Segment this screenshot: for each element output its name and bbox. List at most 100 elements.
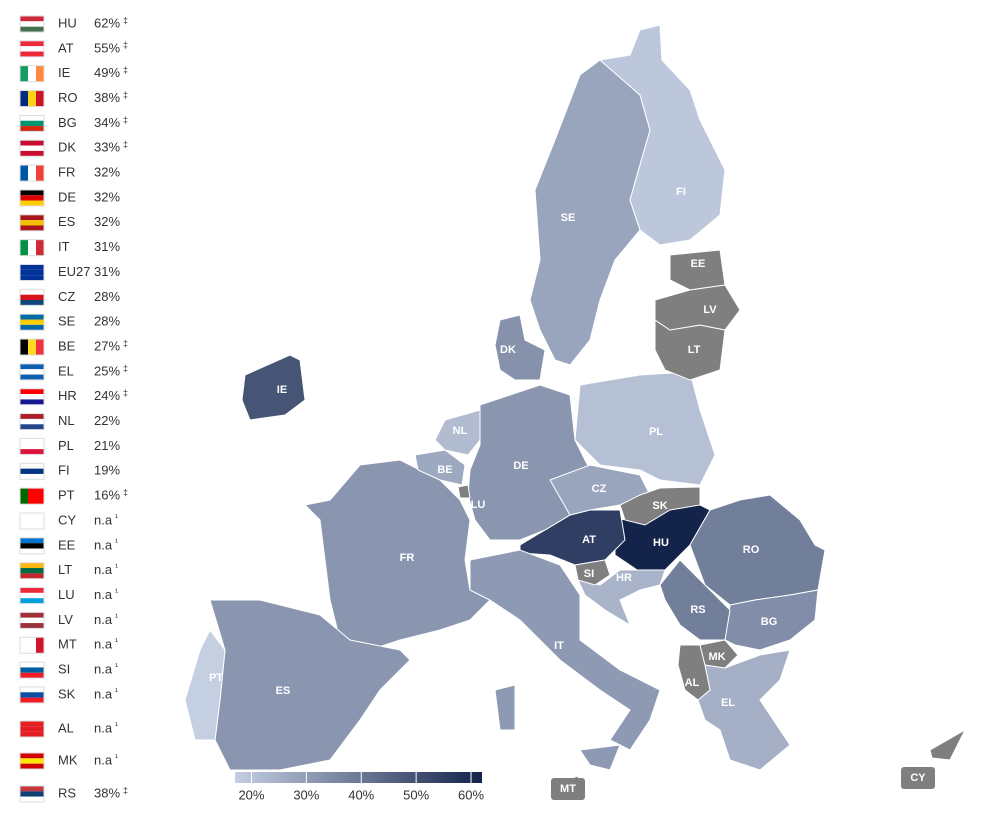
flag-stripe [20,562,44,569]
value-label: 31% [94,239,120,254]
flag-border [19,239,45,257]
country-code: SE [58,314,76,329]
footnote-mark: ‡ [123,90,128,100]
flag-stripe [20,548,44,554]
footnote-mark: ‡ [123,140,128,150]
flag-stripe [20,662,44,668]
flag-stripe [20,264,44,270]
country-region [494,684,516,731]
value-label: n.a [94,562,113,577]
country-code: SK [58,686,76,701]
flag-stripe [20,592,44,599]
map-label: PL [649,426,663,438]
flag-stripe [20,473,44,480]
map-labels: HU AT IE RO BG DK FR DE ES IT CZ SE BE EL HR NL PL FI PT CY… [209,186,935,800]
footnote-mark: ‡ [123,338,128,348]
country-code: HR [58,388,77,403]
country-code: MK [58,752,78,767]
flag-stripe [20,150,44,157]
flag-stripe [20,623,44,629]
value-label: 49% [94,65,120,80]
flag-border [19,164,45,182]
country-code: LV [58,612,73,627]
country-code: FR [58,165,75,180]
flag-border [19,686,45,704]
country-code: AL [58,720,74,735]
map-regions [184,24,967,784]
flag-stripe [20,225,44,231]
footnote-mark: ‡ [123,785,128,795]
flag-border [19,720,45,738]
color-scale: 20% 30% 40% 50% 60% [235,772,484,802]
flag-stripe [20,763,44,769]
flag-stripe [36,65,44,82]
map-label: EE [691,258,706,270]
footnote-mark: ¹ [115,661,118,671]
flag-stripe [20,573,44,579]
flag-stripe [28,239,36,256]
map-label: HU [653,537,669,549]
flag-stripe [20,543,44,549]
flag-stripe [20,90,28,107]
country-region [184,629,226,741]
flag-border [19,413,45,431]
map-label: CY [910,772,926,784]
country-region [654,284,741,331]
footnote-mark: ¹ [115,512,118,522]
flag-stripe [20,413,44,419]
legend-list: HU 62% ‡AT 55% ‡IE 49% ‡RO 38% ‡BG 34% ‡DK 33% ‡FR 32… [19,15,128,803]
value-label: n.a [94,512,113,527]
flag-border [19,288,45,306]
country-region [659,559,731,641]
map-label: ES [276,685,291,697]
country-region [529,59,651,366]
flag-stripe [20,214,44,221]
flag-border [19,65,45,83]
country-code: IT [58,239,70,254]
country-region [494,314,546,381]
map-label: LV [703,304,717,316]
flag-border [19,139,45,157]
country-code: DE [58,189,76,204]
flag-stripe [20,418,44,425]
flag-stripe [20,319,44,325]
country-code: PT [58,488,75,503]
flag-stripe [20,239,28,256]
map-label: IT [554,640,564,652]
value-label: 38% [94,785,120,800]
flag-border [19,437,45,455]
country-code: DK [58,140,76,155]
value-label: n.a [94,686,113,701]
country-code: BG [58,115,77,130]
flag-border [19,752,45,770]
value-label: 16% [94,488,120,503]
value-label: 28% [94,289,120,304]
flag-stripe [20,791,44,797]
flag-border [19,264,45,281]
flag-stripe [20,449,44,455]
flag-stripe [20,697,44,703]
flag-border [19,487,45,505]
flag-border [19,363,45,381]
flag-stripe [20,617,44,624]
value-label: 33% [94,140,120,155]
map-label: FR [400,552,415,564]
footnote-mark: ¹ [115,537,118,547]
country-region [699,639,739,669]
country-region [619,486,701,526]
flag-stripe [20,289,44,295]
country-code: LT [58,562,72,577]
flag-border [19,214,45,232]
flag-stripe [20,165,28,182]
flag-stripe [36,488,44,505]
flag-border [19,189,45,207]
country-region [241,354,306,421]
map-label: PT [209,672,223,684]
flag-stripe [20,692,44,698]
value-label: n.a [94,587,113,602]
flag-border [19,537,45,555]
flag-stripe [28,637,36,654]
footnote-mark: ‡ [123,488,128,498]
value-label: 34% [94,115,120,130]
footnote-mark: ‡ [123,15,128,25]
